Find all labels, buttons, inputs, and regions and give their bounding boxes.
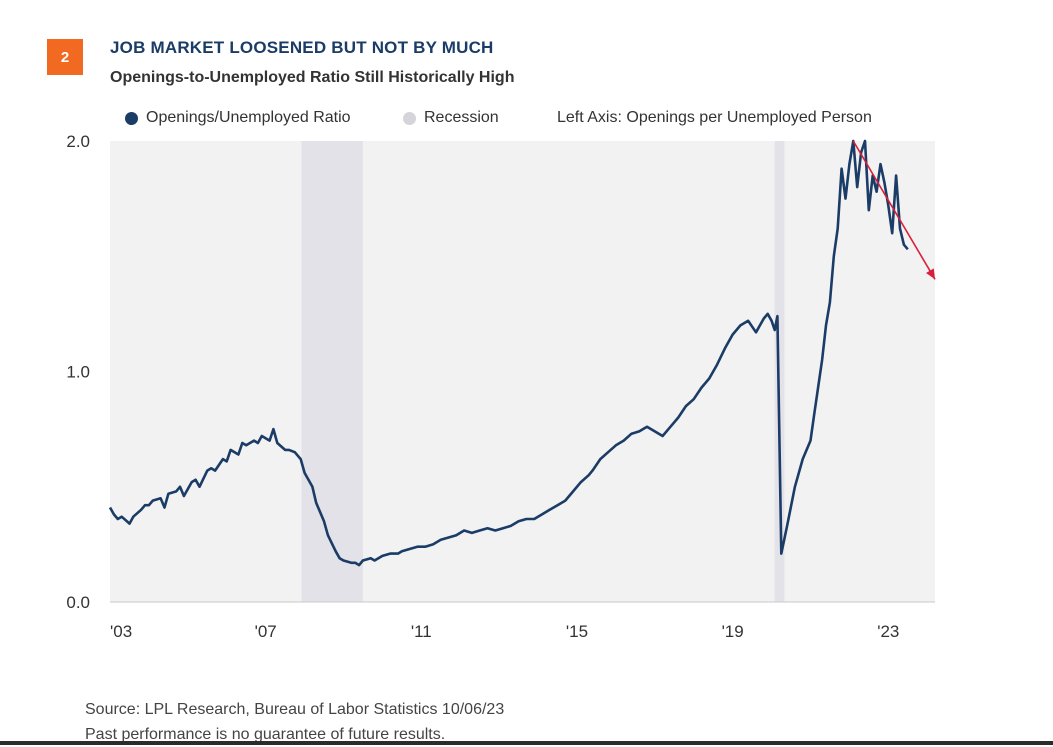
x-tick-label: '15	[566, 622, 588, 641]
legend-axis-note: Left Axis: Openings per Unemployed Perso…	[557, 109, 872, 127]
bottom-rule	[0, 741, 1053, 745]
x-tick-label: '23	[877, 622, 899, 641]
x-tick-label: '07	[255, 622, 277, 641]
plot-area	[110, 141, 935, 602]
trend-arrow-head	[926, 268, 935, 280]
series-layer	[108, 139, 909, 567]
y-tick-label: 0.0	[66, 593, 90, 612]
x-tick-label: '11	[411, 622, 432, 641]
chart-subtitle: Openings-to-Unemployed Ratio Still Histo…	[110, 69, 515, 86]
y-tick-label: 2.0	[66, 132, 90, 151]
legend-series-label: Openings/Unemployed Ratio	[146, 109, 351, 126]
trend-arrow-line	[852, 140, 936, 280]
disclaimer: Past performance is no guarantee of futu…	[85, 726, 446, 743]
legend-recession-marker	[403, 111, 416, 125]
legend-item-recession: Recession	[403, 109, 499, 127]
trend-arrow-layer	[852, 140, 936, 280]
legend-series-marker	[125, 111, 138, 125]
x-tick-label: '03	[110, 622, 132, 641]
x-tick-label: '19	[722, 622, 744, 641]
series-line	[108, 139, 909, 567]
figure-number-badge: 2	[47, 39, 83, 75]
source-note: Source: LPL Research, Bureau of Labor St…	[85, 701, 505, 718]
axes: 0.0 1.0 2.0 '03 '07 '11 '15 '19 '23	[66, 132, 935, 641]
legend-item-series: Openings/Unemployed Ratio	[125, 109, 351, 127]
recession-band	[301, 141, 363, 602]
footer: Source: LPL Research, Bureau of Labor St…	[85, 697, 504, 747]
y-tick-label: 1.0	[66, 363, 90, 382]
legend-recession-label: Recession	[424, 109, 499, 126]
legend-axis-note-text: Left Axis: Openings per Unemployed Perso…	[557, 109, 872, 126]
chart-title: JOB MARKET LOOSENED BUT NOT BY MUCH	[110, 38, 494, 57]
